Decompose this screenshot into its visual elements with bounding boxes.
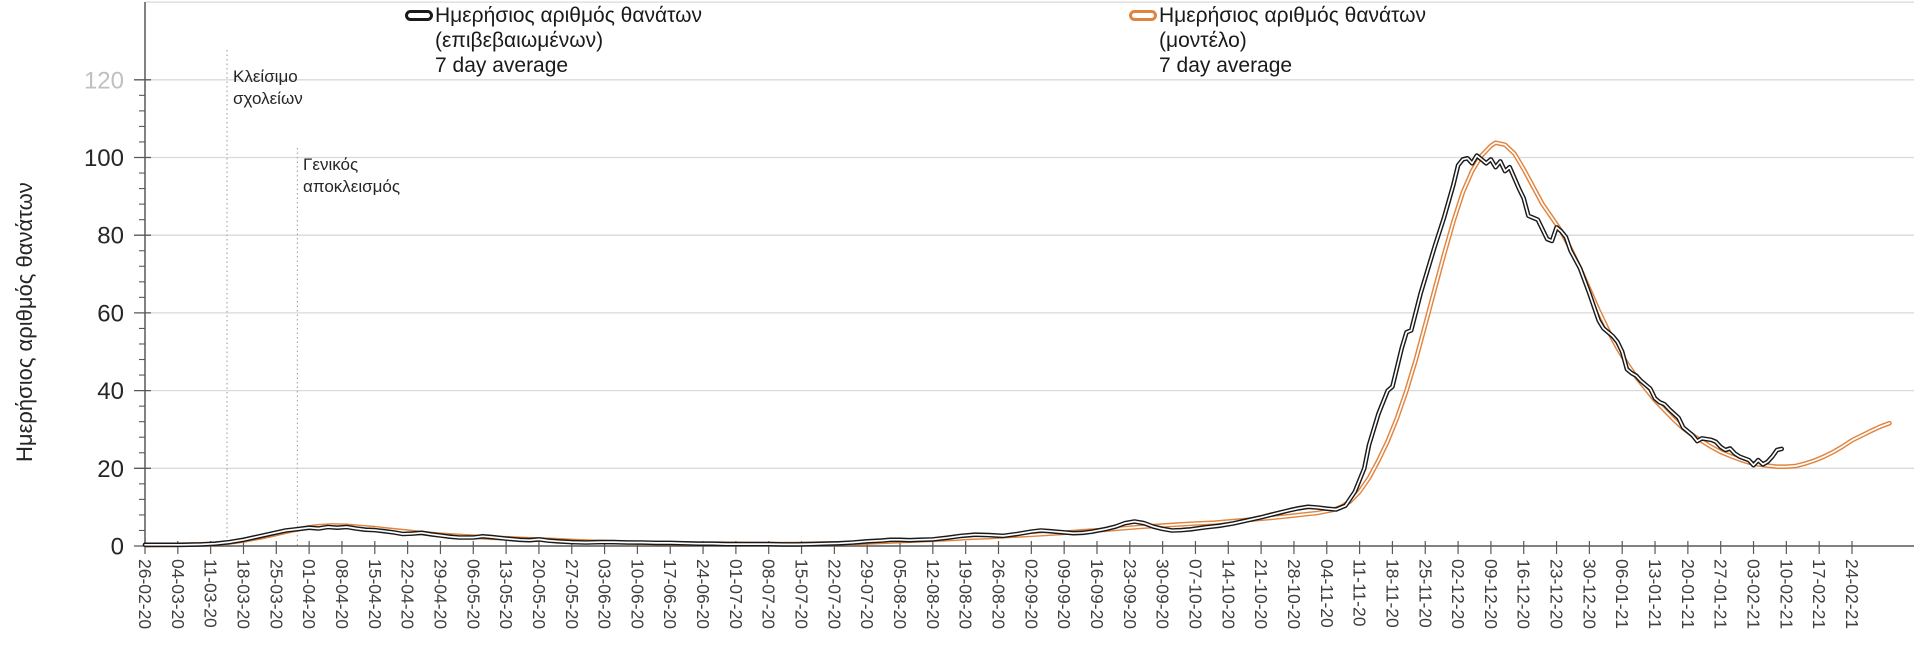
x-tick-label: 27-01-21 xyxy=(1711,559,1731,629)
y-tick-label: 20 xyxy=(97,456,124,483)
x-tick-label: 08-07-20 xyxy=(759,559,779,629)
x-tick-label: 17-02-21 xyxy=(1809,559,1829,629)
y-tick-label: 120 xyxy=(84,67,124,94)
y-tick-label: 60 xyxy=(97,300,124,327)
x-tick-label: 02-09-20 xyxy=(1021,559,1041,629)
x-tick-label: 07-10-20 xyxy=(1185,559,1205,629)
legend-item-confirmed: Ημερήσιος αριθμός θανάτων (επιβεβαιωμένω… xyxy=(405,3,702,78)
x-tick-label: 29-07-20 xyxy=(857,559,877,629)
legend-item-model: Ημερήσιος αριθμός θανάτων (μοντέλο) 7 da… xyxy=(1129,3,1426,78)
x-tick-label: 04-03-20 xyxy=(168,559,188,629)
x-tick-label: 09-09-20 xyxy=(1054,559,1074,629)
x-tick-label: 25-03-20 xyxy=(266,559,286,629)
legend-model-line3: 7 day average xyxy=(1159,54,1293,77)
x-tick-label: 29-04-20 xyxy=(430,559,450,629)
x-tick-label: 22-04-20 xyxy=(398,559,418,629)
x-tick-label: 13-05-20 xyxy=(496,559,516,629)
x-tick-label: 15-07-20 xyxy=(792,559,812,629)
x-tick-label: 26-02-20 xyxy=(135,559,155,629)
y-tick-label: 80 xyxy=(97,223,124,250)
x-tick-label: 22-07-20 xyxy=(824,559,844,629)
x-tick-label: 30-09-20 xyxy=(1153,559,1173,629)
x-tick-label: 16-09-20 xyxy=(1087,559,1107,629)
x-tick-label: 21-10-20 xyxy=(1251,559,1271,629)
x-tick-label: 18-03-20 xyxy=(233,559,253,629)
x-tick-label: 09-12-20 xyxy=(1481,559,1501,629)
x-tick-label: 11-03-20 xyxy=(201,559,221,628)
annotation-general-lockdown: Γενικός αποκλεισμός xyxy=(303,154,400,198)
y-tick-label: 0 xyxy=(111,534,124,561)
confirmed-line-legend-icon xyxy=(405,10,433,21)
x-tick-label: 01-04-20 xyxy=(299,559,319,629)
y-tick-label: 40 xyxy=(97,378,124,405)
x-tick-label: 03-02-21 xyxy=(1744,559,1764,629)
x-tick-label: 08-04-20 xyxy=(332,559,352,629)
x-tick-label: 01-07-20 xyxy=(726,559,746,629)
x-tick-label: 19-08-20 xyxy=(956,559,976,629)
confirmed-series-line-core xyxy=(144,154,1783,546)
y-tick-label: 100 xyxy=(84,145,124,172)
x-tick-label: 20-01-21 xyxy=(1678,559,1698,629)
x-tick-label: 30-12-20 xyxy=(1579,559,1599,629)
x-tick-label: 06-05-20 xyxy=(463,559,483,629)
x-tick-label: 04-11-20 xyxy=(1317,559,1337,628)
x-tick-label: 06-01-21 xyxy=(1612,559,1632,629)
x-tick-label: 18-11-20 xyxy=(1382,559,1402,628)
x-tick-label: 12-08-20 xyxy=(923,559,943,629)
x-tick-label: 11-11-20 xyxy=(1350,559,1370,627)
x-tick-label: 24-06-20 xyxy=(693,559,713,629)
annotation-general-lockdown-line2: αποκλεισμός xyxy=(303,177,401,196)
x-tick-label: 10-02-21 xyxy=(1776,559,1796,629)
annotation-school-closure-line1: Κλείσιμο xyxy=(233,67,298,86)
model-series-line xyxy=(142,140,1892,548)
x-tick-label: 02-12-20 xyxy=(1448,559,1468,629)
x-tick-label: 13-01-21 xyxy=(1645,559,1665,629)
x-tick-label: 05-08-20 xyxy=(890,559,910,629)
x-tick-label: 28-10-20 xyxy=(1284,559,1304,629)
model-series-line-core xyxy=(144,141,1891,547)
x-tick-label: 14-10-20 xyxy=(1218,559,1238,629)
legend-confirmed-line2: (επιβεβαιωμένων) xyxy=(435,29,604,52)
annotation-general-lockdown-line1: Γενικός xyxy=(303,155,359,174)
x-tick-label: 17-06-20 xyxy=(660,559,680,629)
x-tick-label: 27-05-20 xyxy=(562,559,582,629)
confirmed-series-line xyxy=(142,153,1784,548)
x-tick-label: 23-09-20 xyxy=(1120,559,1140,629)
y-axis-title: Ημερήσιος αριθμός θανάτων xyxy=(12,182,37,462)
x-tick-label: 03-06-20 xyxy=(595,559,615,629)
annotation-school-closure: Κλείσιμο σχολείων xyxy=(233,66,303,110)
x-tick-label: 25-11-20 xyxy=(1415,559,1435,628)
legend-model-line2: (μοντέλο) xyxy=(1159,29,1247,52)
legend-confirmed-line3: 7 day average xyxy=(435,54,569,77)
x-tick-label: 15-04-20 xyxy=(365,559,385,629)
x-tick-label: 26-08-20 xyxy=(989,559,1009,629)
legend-model-line1: Ημερήσιος αριθμός θανάτων xyxy=(1159,4,1427,27)
x-tick-label: 24-02-21 xyxy=(1842,559,1862,629)
x-tick-label: 20-05-20 xyxy=(529,559,549,629)
x-tick-label: 10-06-20 xyxy=(627,559,647,629)
annotation-school-closure-line2: σχολείων xyxy=(233,89,303,108)
model-line-legend-icon xyxy=(1129,10,1157,21)
legend-confirmed-line1: Ημερήσιος αριθμός θανάτων xyxy=(435,4,703,27)
x-tick-label: 23-12-20 xyxy=(1547,559,1567,629)
x-tick-label: 16-12-20 xyxy=(1514,559,1534,629)
